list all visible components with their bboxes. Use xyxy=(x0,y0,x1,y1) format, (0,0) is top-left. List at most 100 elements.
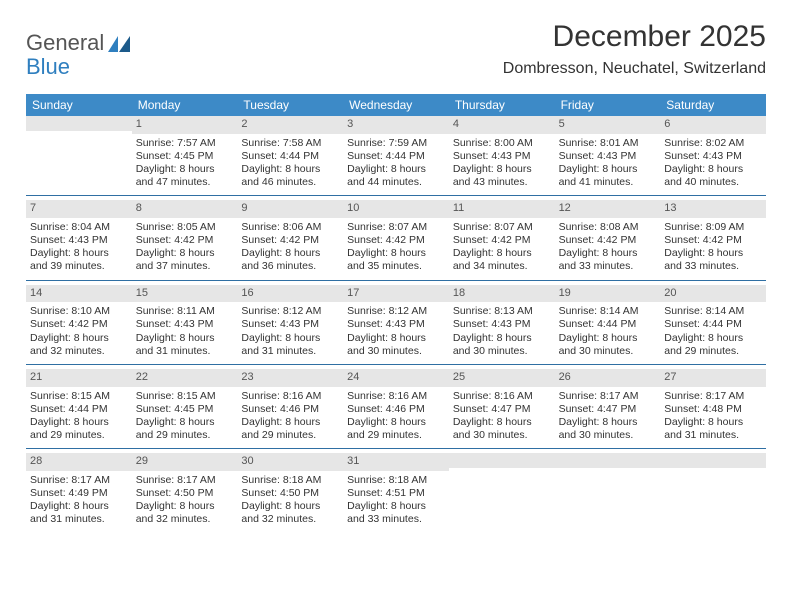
calendar-cell xyxy=(660,453,766,532)
daylight-text: and 31 minutes. xyxy=(241,345,339,358)
sunset-text: Sunset: 4:43 PM xyxy=(30,234,128,247)
calendar-cell: 2Sunrise: 7:58 AMSunset: 4:44 PMDaylight… xyxy=(237,116,343,195)
calendar-cell: 8Sunrise: 8:05 AMSunset: 4:42 PMDaylight… xyxy=(132,200,238,279)
calendar-cell: 11Sunrise: 8:07 AMSunset: 4:42 PMDayligh… xyxy=(449,200,555,279)
sunrise-text: Sunrise: 8:07 AM xyxy=(347,221,445,234)
weekday-label: Monday xyxy=(132,94,238,116)
calendar-cell: 9Sunrise: 8:06 AMSunset: 4:42 PMDaylight… xyxy=(237,200,343,279)
calendar-cell: 4Sunrise: 8:00 AMSunset: 4:43 PMDaylight… xyxy=(449,116,555,195)
calendar-cell: 13Sunrise: 8:09 AMSunset: 4:42 PMDayligh… xyxy=(660,200,766,279)
sunset-text: Sunset: 4:42 PM xyxy=(241,234,339,247)
daylight-text: and 37 minutes. xyxy=(136,260,234,273)
calendar-cell: 21Sunrise: 8:15 AMSunset: 4:44 PMDayligh… xyxy=(26,369,132,448)
sunrise-text: Sunrise: 7:58 AM xyxy=(241,137,339,150)
sunrise-text: Sunrise: 8:09 AM xyxy=(664,221,762,234)
sunset-text: Sunset: 4:46 PM xyxy=(241,403,339,416)
sunrise-text: Sunrise: 8:17 AM xyxy=(30,474,128,487)
daylight-text: Daylight: 8 hours xyxy=(347,416,445,429)
calendar-cell: 23Sunrise: 8:16 AMSunset: 4:46 PMDayligh… xyxy=(237,369,343,448)
calendar-cell: 5Sunrise: 8:01 AMSunset: 4:43 PMDaylight… xyxy=(555,116,661,195)
page-title: December 2025 xyxy=(553,20,766,54)
day-number: 18 xyxy=(449,285,555,303)
day-number: 11 xyxy=(449,200,555,218)
sunset-text: Sunset: 4:42 PM xyxy=(664,234,762,247)
brand-part2: Blue xyxy=(26,54,70,80)
calendar-cell: 30Sunrise: 8:18 AMSunset: 4:50 PMDayligh… xyxy=(237,453,343,532)
calendar-body: 1Sunrise: 7:57 AMSunset: 4:45 PMDaylight… xyxy=(26,116,766,532)
day-number: 15 xyxy=(132,285,238,303)
daylight-text: Daylight: 8 hours xyxy=(453,247,551,260)
day-number xyxy=(660,453,766,468)
calendar-week: 7Sunrise: 8:04 AMSunset: 4:43 PMDaylight… xyxy=(26,200,766,280)
sunset-text: Sunset: 4:45 PM xyxy=(136,150,234,163)
weekday-label: Sunday xyxy=(26,94,132,116)
sunrise-text: Sunrise: 8:16 AM xyxy=(453,390,551,403)
daylight-text: Daylight: 8 hours xyxy=(136,247,234,260)
day-number: 9 xyxy=(237,200,343,218)
sunset-text: Sunset: 4:49 PM xyxy=(30,487,128,500)
daylight-text: Daylight: 8 hours xyxy=(136,416,234,429)
daylight-text: Daylight: 8 hours xyxy=(241,416,339,429)
daylight-text: and 33 minutes. xyxy=(347,513,445,526)
daylight-text: and 32 minutes. xyxy=(136,513,234,526)
sunrise-text: Sunrise: 8:17 AM xyxy=(559,390,657,403)
daylight-text: and 33 minutes. xyxy=(664,260,762,273)
sunrise-text: Sunrise: 8:01 AM xyxy=(559,137,657,150)
daylight-text: Daylight: 8 hours xyxy=(559,247,657,260)
daylight-text: Daylight: 8 hours xyxy=(347,247,445,260)
day-number: 27 xyxy=(660,369,766,387)
sunset-text: Sunset: 4:44 PM xyxy=(241,150,339,163)
sunrise-text: Sunrise: 8:17 AM xyxy=(136,474,234,487)
calendar-cell: 20Sunrise: 8:14 AMSunset: 4:44 PMDayligh… xyxy=(660,285,766,364)
sunset-text: Sunset: 4:42 PM xyxy=(559,234,657,247)
calendar-cell: 25Sunrise: 8:16 AMSunset: 4:47 PMDayligh… xyxy=(449,369,555,448)
sunrise-text: Sunrise: 8:12 AM xyxy=(241,305,339,318)
sunset-text: Sunset: 4:45 PM xyxy=(136,403,234,416)
daylight-text: and 44 minutes. xyxy=(347,176,445,189)
daylight-text: and 29 minutes. xyxy=(136,429,234,442)
day-number: 8 xyxy=(132,200,238,218)
sunrise-text: Sunrise: 8:04 AM xyxy=(30,221,128,234)
daylight-text: and 30 minutes. xyxy=(559,345,657,358)
day-number: 14 xyxy=(26,285,132,303)
daylight-text: Daylight: 8 hours xyxy=(347,163,445,176)
day-number: 6 xyxy=(660,116,766,134)
sunrise-text: Sunrise: 8:16 AM xyxy=(347,390,445,403)
calendar-week: 21Sunrise: 8:15 AMSunset: 4:44 PMDayligh… xyxy=(26,369,766,449)
sunset-text: Sunset: 4:43 PM xyxy=(136,318,234,331)
calendar-week: 1Sunrise: 7:57 AMSunset: 4:45 PMDaylight… xyxy=(26,116,766,196)
calendar-week: 28Sunrise: 8:17 AMSunset: 4:49 PMDayligh… xyxy=(26,453,766,532)
sunset-text: Sunset: 4:44 PM xyxy=(559,318,657,331)
daylight-text: Daylight: 8 hours xyxy=(559,332,657,345)
calendar-week: 14Sunrise: 8:10 AMSunset: 4:42 PMDayligh… xyxy=(26,285,766,365)
calendar-cell: 17Sunrise: 8:12 AMSunset: 4:43 PMDayligh… xyxy=(343,285,449,364)
calendar-cell: 14Sunrise: 8:10 AMSunset: 4:42 PMDayligh… xyxy=(26,285,132,364)
day-number: 31 xyxy=(343,453,449,471)
header: General Blue December 2025 Dombresson, N… xyxy=(26,24,766,82)
weekday-label: Tuesday xyxy=(237,94,343,116)
daylight-text: and 30 minutes. xyxy=(453,345,551,358)
daylight-text: and 47 minutes. xyxy=(136,176,234,189)
sunset-text: Sunset: 4:47 PM xyxy=(453,403,551,416)
day-number xyxy=(555,453,661,468)
calendar-cell xyxy=(449,453,555,532)
daylight-text: and 43 minutes. xyxy=(453,176,551,189)
calendar-cell: 1Sunrise: 7:57 AMSunset: 4:45 PMDaylight… xyxy=(132,116,238,195)
sunset-text: Sunset: 4:42 PM xyxy=(30,318,128,331)
sunset-text: Sunset: 4:48 PM xyxy=(664,403,762,416)
sunrise-text: Sunrise: 8:17 AM xyxy=(664,390,762,403)
day-number: 12 xyxy=(555,200,661,218)
day-number: 26 xyxy=(555,369,661,387)
daylight-text: and 29 minutes. xyxy=(30,429,128,442)
day-number: 28 xyxy=(26,453,132,471)
daylight-text: and 40 minutes. xyxy=(664,176,762,189)
day-number: 16 xyxy=(237,285,343,303)
day-number: 7 xyxy=(26,200,132,218)
daylight-text: Daylight: 8 hours xyxy=(30,247,128,260)
calendar-cell xyxy=(555,453,661,532)
sunrise-text: Sunrise: 7:57 AM xyxy=(136,137,234,150)
daylight-text: and 31 minutes. xyxy=(664,429,762,442)
sunrise-text: Sunrise: 8:06 AM xyxy=(241,221,339,234)
sunset-text: Sunset: 4:43 PM xyxy=(559,150,657,163)
brand-part1: General xyxy=(26,30,104,56)
